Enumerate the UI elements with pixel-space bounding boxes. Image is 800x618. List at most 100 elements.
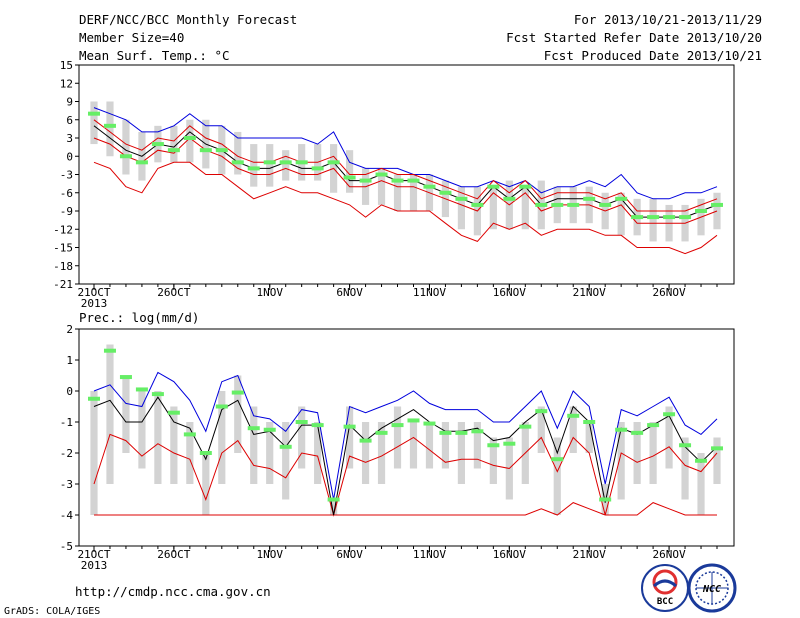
precip-x-tick-label: 16NOV [493, 548, 526, 561]
precip-lower-floor-line [94, 502, 717, 516]
member-size-label: Member Size=40 [79, 30, 184, 45]
temp-mean-minus-line [93, 137, 718, 224]
precip-median-marker [327, 497, 340, 502]
grads-credit: GrADS: COLA/IGES [4, 606, 100, 617]
precip-x-tick-label: 26OCT [157, 548, 190, 561]
precip-spread-box [218, 391, 226, 484]
temp-spread-box [250, 144, 258, 187]
precip-median-marker [567, 413, 580, 418]
precipitation-panel: 2 1 0 -1 -2 -3 -4 -5 21OCT 26OCT 1NOV 6NOV 11NOV 16NO… [60, 323, 735, 572]
precip-lower-line [93, 433, 718, 517]
temp-x-tick-label: 21NOV [573, 286, 606, 299]
precip-median-marker [487, 443, 500, 448]
precip-x-tick-label: 26NOV [653, 548, 686, 561]
precip-spread-box [713, 437, 721, 484]
temp-spread-box [393, 174, 402, 211]
temp-spread-box [122, 119, 130, 175]
precip-median-marker [695, 458, 708, 463]
precip-panel-title: Prec.: log(mm/d) [79, 310, 199, 325]
precip-y-tick-label: -4 [60, 509, 74, 522]
precip-spread-box [553, 437, 561, 515]
temp-y-tick-label: 9 [66, 96, 73, 109]
precip-median-marker [359, 438, 372, 443]
temp-spread-box [266, 144, 274, 187]
precip-median-marker [519, 424, 532, 429]
temp-x-tick-label: 1NOV [256, 286, 283, 299]
precip-median-marker [263, 427, 276, 432]
temp-spread-box [186, 119, 194, 163]
temp-median-marker [439, 190, 452, 195]
forecast-period: For 2013/10/21-2013/11/29 [574, 12, 762, 27]
temp-lower-line [93, 161, 718, 255]
precip-spread-box [266, 422, 274, 484]
temp-median-marker [695, 209, 708, 213]
precip-spread-box [298, 406, 306, 469]
precip-spread-box [585, 422, 593, 453]
temp-median-marker [455, 196, 468, 201]
precip-median-marker [407, 418, 420, 423]
precip-median-marker [551, 457, 564, 462]
precip-median-marker [247, 426, 260, 431]
precip-spread-box [186, 422, 194, 484]
temp-spread-box [409, 174, 418, 211]
forecast-produced-date: Fcst Produced Date 2013/10/21 [544, 48, 762, 63]
temp-y-tick-label: 6 [66, 114, 73, 127]
temp-spread-box [234, 131, 242, 175]
ncc-logo-text: NCC [702, 584, 721, 595]
precip-median-marker [231, 390, 244, 395]
temp-median-marker [263, 160, 276, 165]
temp-median-marker [311, 166, 324, 171]
precip-spread-box [122, 375, 130, 453]
temp-median-marker [135, 160, 148, 165]
temp-median-marker [535, 202, 548, 207]
source-url[interactable]: http://cmdp.ncc.cma.gov.cn [75, 584, 271, 599]
temperature-panel: 15 12 9 6 3 0 -3 -6 -9 -12 -15 -18 -21 21OCT 26OCT 1NOV… [53, 59, 735, 310]
precip-y-tick-label: 0 [66, 385, 73, 398]
precip-spread-box [617, 422, 625, 500]
precip-y-tick-label: 2 [66, 323, 73, 336]
precip-median-marker [215, 404, 228, 409]
temp-spread-box [489, 186, 497, 230]
precip-median-marker [455, 430, 468, 435]
temp-x-tick-label: 6NOV [336, 286, 363, 299]
temp-mean-line [93, 125, 718, 218]
precip-x-tick-label: 1NOV [256, 548, 283, 561]
precip-spread-box [170, 406, 178, 484]
temp-x-year-label: 2013 [81, 297, 108, 310]
temp-median-marker [583, 196, 596, 201]
temp-y-tick-label: -21 [53, 278, 73, 291]
temp-spread-box [457, 186, 466, 230]
temp-median-marker [487, 184, 500, 189]
precip-spread-box [345, 406, 354, 469]
precip-median-marker [295, 420, 308, 424]
temp-y-tick-label: -12 [53, 223, 73, 236]
precip-spread-box [489, 437, 497, 484]
precip-median-marker [503, 441, 516, 446]
temp-y-tick-label: 3 [66, 132, 73, 145]
temp-y-tick-label: 12 [60, 77, 73, 90]
temp-x-tick-label: 21OCT [77, 286, 110, 299]
temp-x-tick-label: 26NOV [653, 286, 686, 299]
temp-spread-box [170, 125, 178, 163]
temp-spread-box [106, 101, 114, 157]
precip-x-tick-label: 11NOV [413, 548, 446, 561]
precip-spread-box [154, 391, 162, 484]
precip-spread-box [282, 422, 290, 500]
precip-spread-box [106, 344, 114, 484]
temp-median-marker [471, 202, 484, 207]
precip-spread-box [633, 422, 641, 484]
precip-median-marker [88, 396, 100, 401]
temp-median-marker [503, 196, 516, 201]
precip-median-marker [375, 430, 388, 435]
precip-median-marker [103, 348, 116, 353]
temp-y-tick-label: -9 [60, 205, 73, 218]
temp-median-marker [391, 178, 404, 183]
precip-spread-box [665, 406, 673, 469]
temp-median-marker [375, 172, 388, 177]
precip-median-marker [663, 412, 676, 417]
precip-spread-box [202, 453, 210, 515]
precip-x-tick-label: 21OCT [77, 548, 110, 561]
temp-median-marker [679, 215, 692, 220]
ncc-logo: NCC [687, 563, 737, 613]
